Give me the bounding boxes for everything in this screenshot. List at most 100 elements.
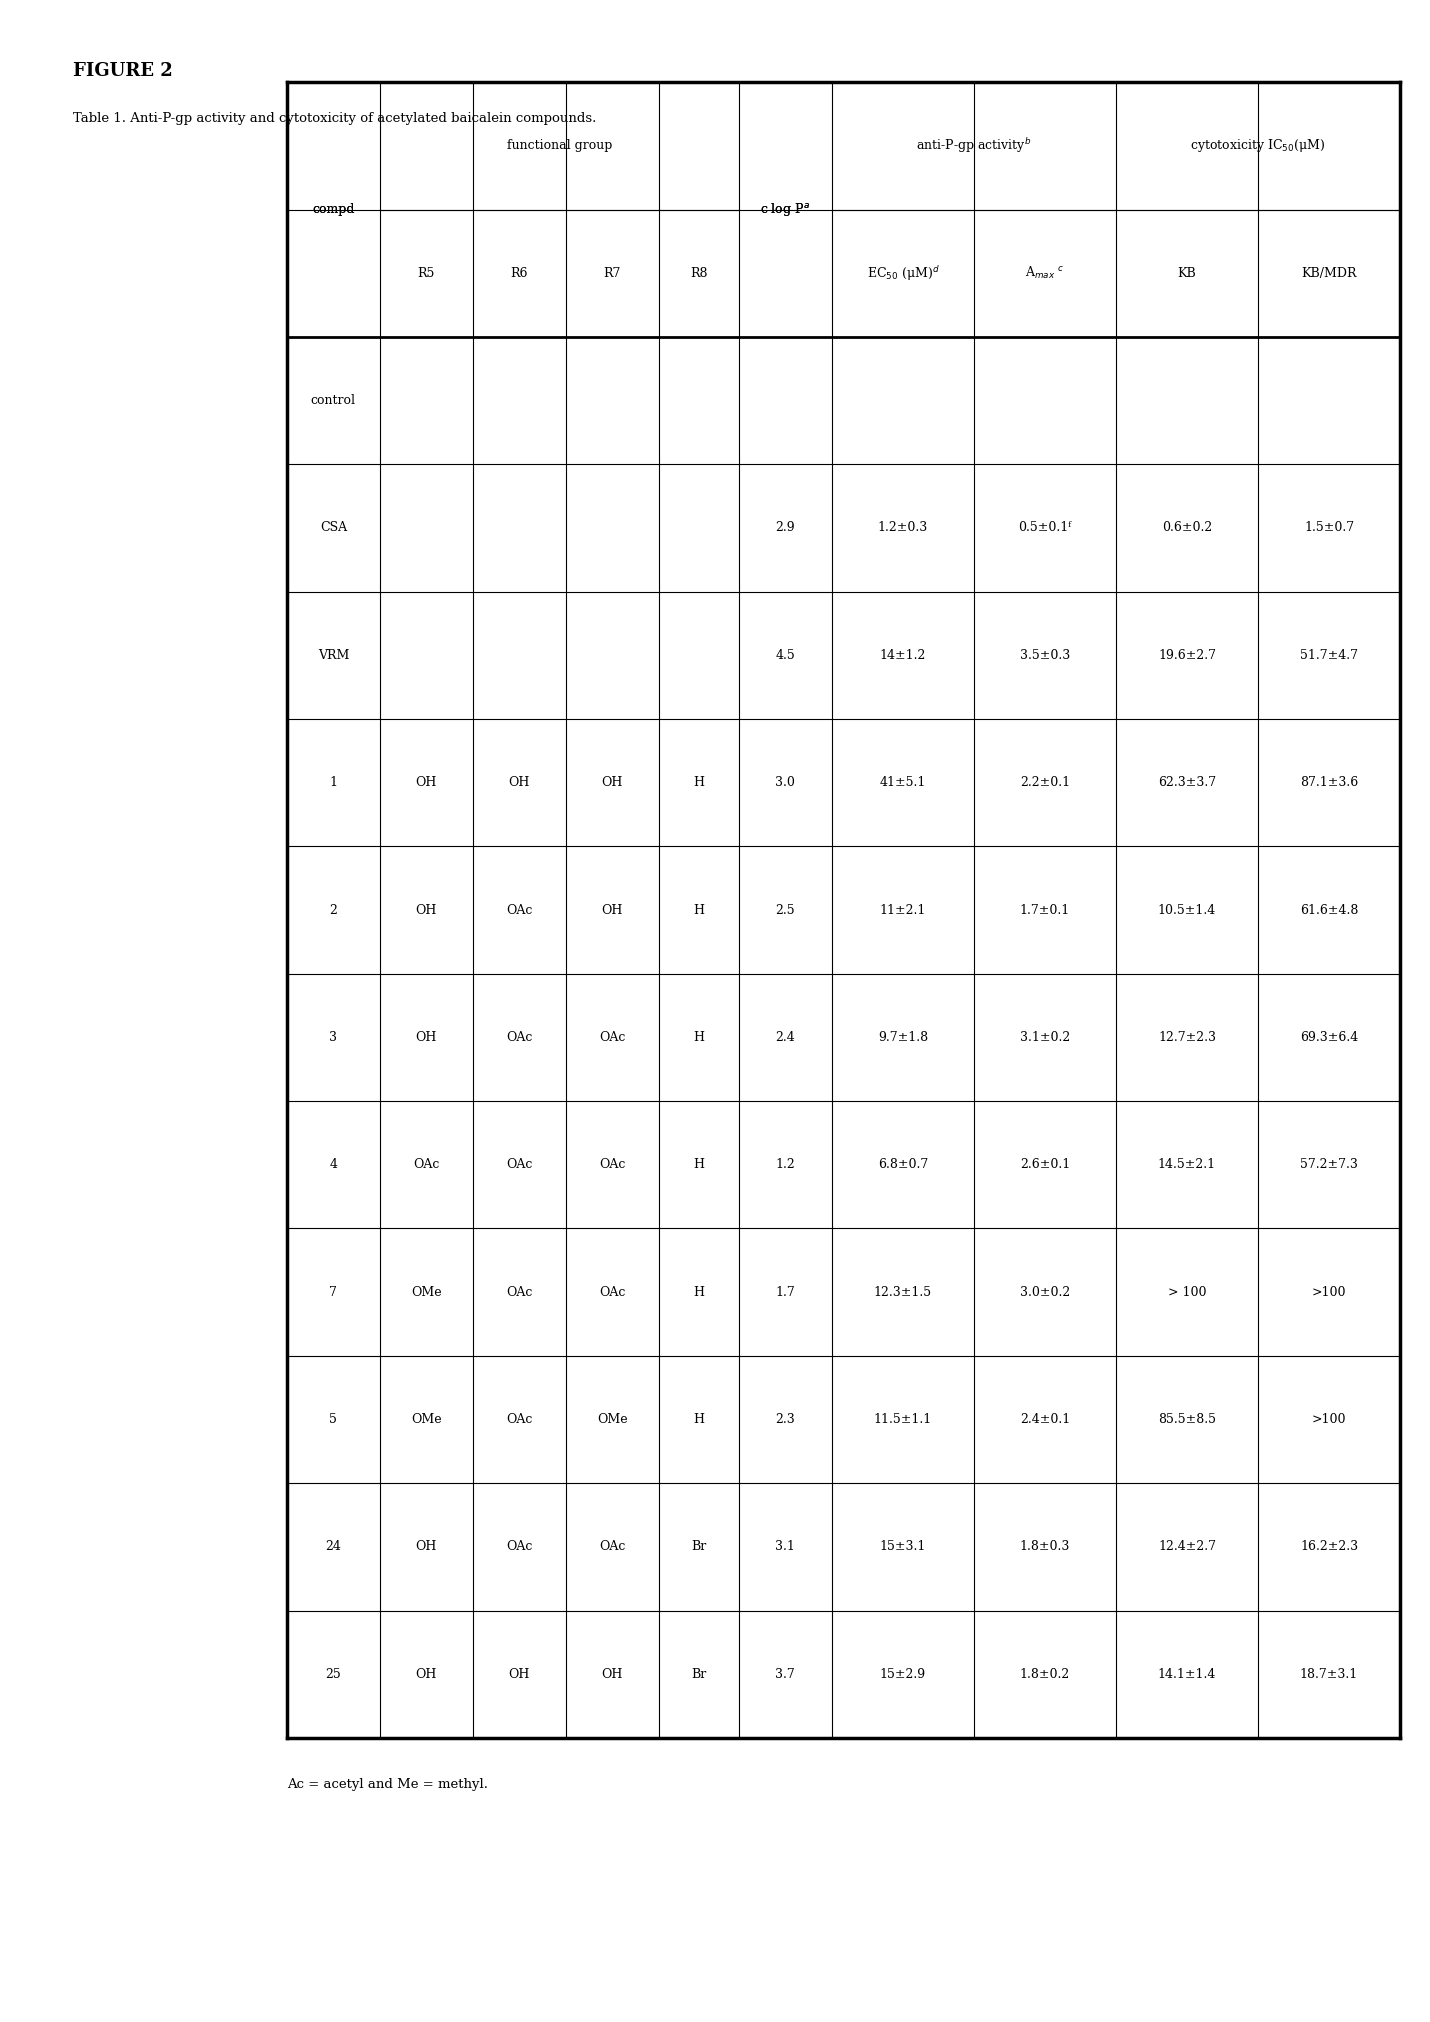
Text: OAc: OAc [506,1286,532,1298]
Text: 4: 4 [329,1159,337,1171]
Text: 3.0±0.2: 3.0±0.2 [1020,1286,1070,1298]
Text: Table 1. Anti-P-gp activity and cytotoxicity of acetylated baicalein compounds.: Table 1. Anti-P-gp activity and cytotoxi… [73,113,596,125]
Text: R6: R6 [511,267,528,279]
Text: functional group: functional group [506,140,612,152]
Text: H: H [694,904,705,916]
Text: 1.7±0.1: 1.7±0.1 [1020,904,1070,916]
Text: 4.5: 4.5 [775,649,795,661]
Text: OAc: OAc [599,1541,625,1553]
Text: 10.5±1.4: 10.5±1.4 [1158,904,1216,916]
Text: 2.3: 2.3 [775,1413,795,1426]
Text: 15±3.1: 15±3.1 [879,1541,927,1553]
Text: 1.8±0.3: 1.8±0.3 [1020,1541,1070,1553]
Text: VRM: VRM [317,649,349,661]
Text: Br: Br [691,1541,706,1553]
Text: 5: 5 [329,1413,337,1426]
Text: 14±1.2: 14±1.2 [879,649,927,661]
Text: 15±2.9: 15±2.9 [879,1668,925,1680]
Text: FIGURE 2: FIGURE 2 [73,63,173,81]
Text: H: H [694,1413,705,1426]
Text: 87.1±3.6: 87.1±3.6 [1300,776,1358,789]
Text: OH: OH [602,1668,623,1680]
Text: 69.3±6.4: 69.3±6.4 [1300,1031,1358,1043]
Text: OMe: OMe [410,1413,442,1426]
Text: 0.6±0.2: 0.6±0.2 [1161,522,1213,534]
Text: Br: Br [691,1668,706,1680]
Text: OH: OH [416,1031,438,1043]
Text: OH: OH [416,904,438,916]
Text: 61.6±4.8: 61.6±4.8 [1300,904,1358,916]
Text: 1.7: 1.7 [775,1286,795,1298]
Text: 2.4: 2.4 [775,1031,795,1043]
Text: 3: 3 [329,1031,337,1043]
Text: 14.5±2.1: 14.5±2.1 [1158,1159,1216,1171]
Text: OAc: OAc [599,1031,625,1043]
Text: 12.7±2.3: 12.7±2.3 [1158,1031,1216,1043]
Text: OH: OH [602,776,623,789]
Text: 11.5±1.1: 11.5±1.1 [874,1413,932,1426]
Text: 62.3±3.7: 62.3±3.7 [1158,776,1216,789]
Text: 7: 7 [329,1286,337,1298]
Text: OH: OH [602,904,623,916]
Text: KB: KB [1177,267,1197,279]
Text: 16.2±2.3: 16.2±2.3 [1300,1541,1358,1553]
Text: OH: OH [416,1668,438,1680]
Text: >100: >100 [1311,1286,1346,1298]
Text: 57.2±7.3: 57.2±7.3 [1300,1159,1358,1171]
Text: c log P$^a$: c log P$^a$ [761,200,811,218]
Text: c log P$^a$: c log P$^a$ [761,200,811,218]
Text: 25: 25 [326,1668,342,1680]
Text: 18.7±3.1: 18.7±3.1 [1300,1668,1358,1680]
Text: 1.8±0.2: 1.8±0.2 [1020,1668,1070,1680]
Text: R7: R7 [603,267,621,279]
Text: cytotoxicity IC$_{50}$(μM): cytotoxicity IC$_{50}$(μM) [1190,137,1326,154]
Text: Ac = acetyl and Me = methyl.: Ac = acetyl and Me = methyl. [287,1777,488,1791]
Text: 3.1±0.2: 3.1±0.2 [1020,1031,1070,1043]
Text: 9.7±1.8: 9.7±1.8 [878,1031,928,1043]
Text: 3.5±0.3: 3.5±0.3 [1020,649,1070,661]
Text: 14.1±1.4: 14.1±1.4 [1158,1668,1216,1680]
Text: R8: R8 [691,267,708,279]
Text: 51.7±4.7: 51.7±4.7 [1300,649,1358,661]
Text: > 100: > 100 [1168,1286,1207,1298]
Text: CSA: CSA [320,522,347,534]
Text: H: H [694,1159,705,1171]
Text: H: H [694,1031,705,1043]
Text: 1: 1 [329,776,337,789]
Text: OAc: OAc [506,1413,532,1426]
Text: anti-P-gp activity$^b$: anti-P-gp activity$^b$ [917,135,1031,156]
Text: control: control [310,394,356,406]
Text: OAc: OAc [599,1286,625,1298]
Text: KB/MDR: KB/MDR [1301,267,1357,279]
Text: compd: compd [312,202,355,216]
Text: 2.6±0.1: 2.6±0.1 [1020,1159,1070,1171]
Text: 3.1: 3.1 [775,1541,795,1553]
Text: OAc: OAc [506,1031,532,1043]
Text: OH: OH [509,1668,531,1680]
Text: OH: OH [509,776,531,789]
Text: 6.8±0.7: 6.8±0.7 [878,1159,928,1171]
Text: 2: 2 [329,904,337,916]
Text: H: H [694,1286,705,1298]
Text: OH: OH [416,1541,438,1553]
Text: 0.5±0.1ᶠ: 0.5±0.1ᶠ [1018,522,1071,534]
Text: OMe: OMe [410,1286,442,1298]
Text: 2.9: 2.9 [775,522,795,534]
Text: 2.5: 2.5 [775,904,795,916]
Text: OAc: OAc [506,1159,532,1171]
Text: 2.2±0.1: 2.2±0.1 [1020,776,1070,789]
Text: EC$_{50}$ (μM)$^d$: EC$_{50}$ (μM)$^d$ [867,263,940,283]
Text: 1.5±0.7: 1.5±0.7 [1304,522,1354,534]
Text: OAc: OAc [413,1159,439,1171]
Text: OH: OH [416,776,438,789]
Text: OAc: OAc [599,1159,625,1171]
Text: OAc: OAc [506,904,532,916]
Text: 12.3±1.5: 12.3±1.5 [874,1286,932,1298]
Text: OMe: OMe [596,1413,628,1426]
Text: 85.5±8.5: 85.5±8.5 [1158,1413,1216,1426]
Text: 2.4±0.1: 2.4±0.1 [1020,1413,1070,1426]
Text: 19.6±2.7: 19.6±2.7 [1158,649,1216,661]
Text: 41±5.1: 41±5.1 [879,776,927,789]
Text: 3.0: 3.0 [775,776,795,789]
Text: 24: 24 [326,1541,342,1553]
